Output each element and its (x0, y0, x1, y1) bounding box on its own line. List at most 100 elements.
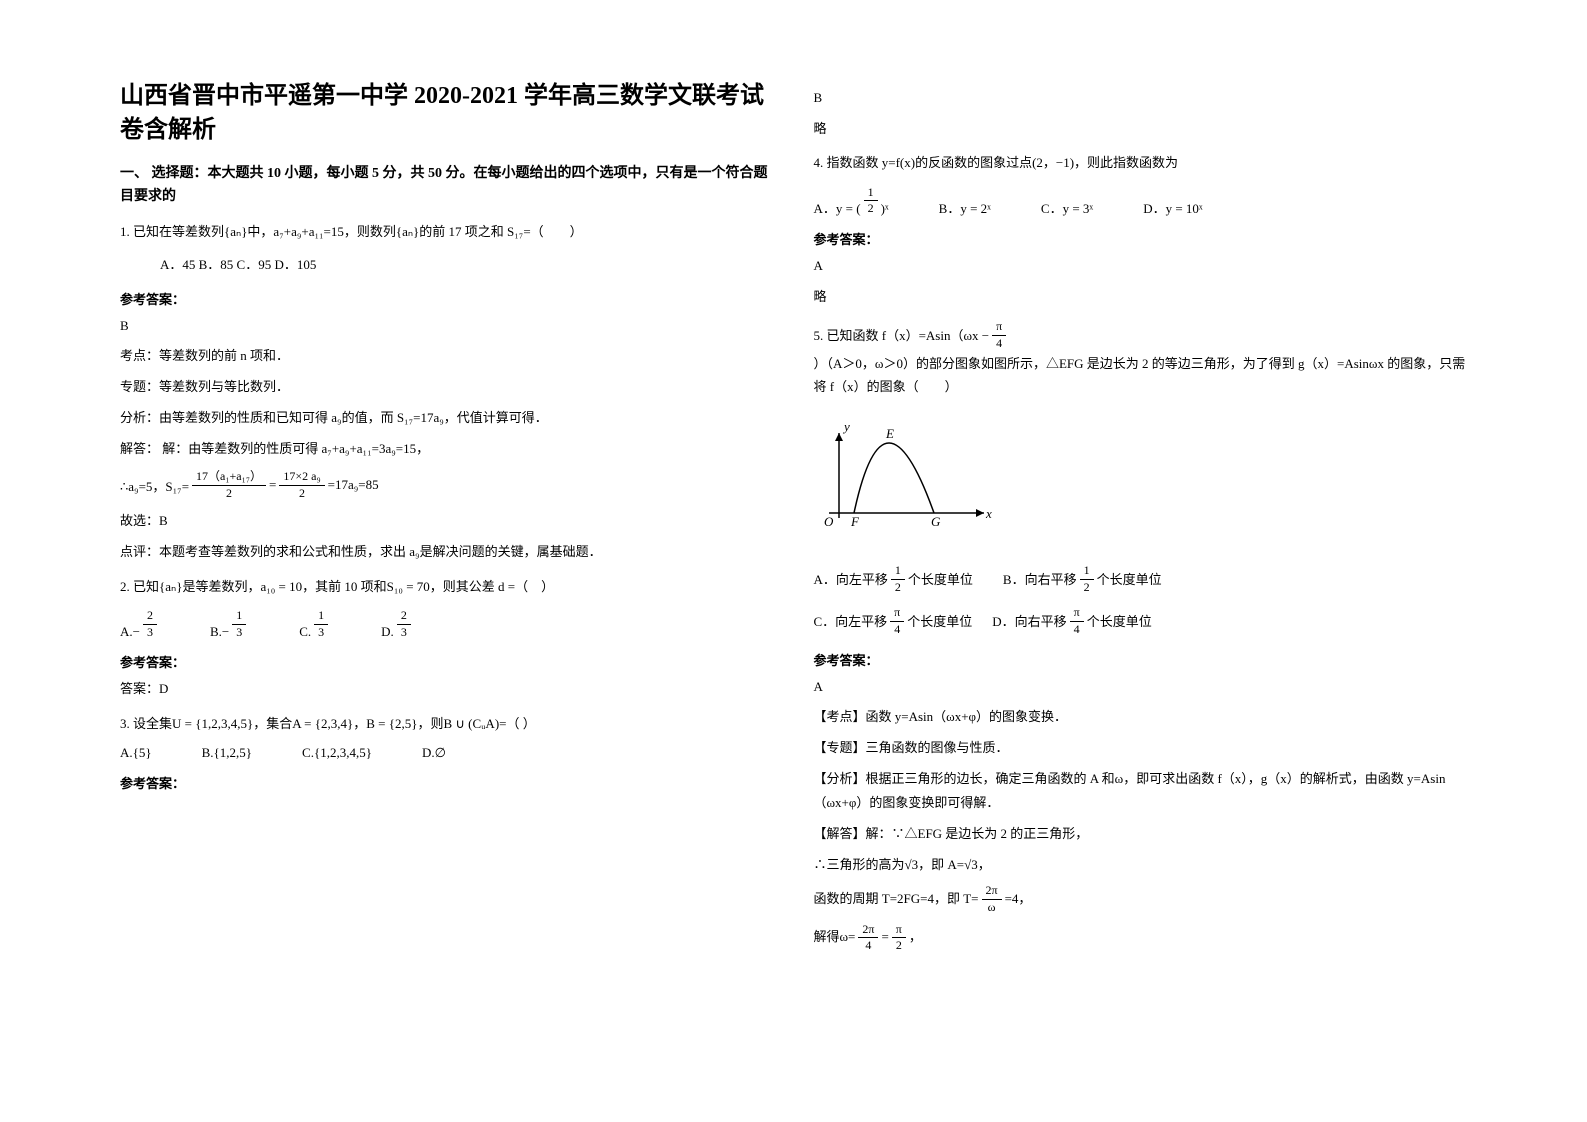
q1-fenxi: 分析：由等差数列的性质和已知可得 a₉的值，而 S₁₇=17a₉，代值计算可得． (120, 406, 774, 431)
q2-optB-label: B. (210, 624, 222, 640)
q2-answer: 答案：D (120, 677, 774, 702)
q4-optB-val: y = 2ˣ (960, 201, 991, 217)
q5-l2-suffix: ， (978, 853, 991, 878)
G-label: G (931, 514, 941, 529)
q4-options: A． y = ( 12 )ˣ B．y = 2ˣ C．y = 3ˣ D．y = 1… (814, 185, 1468, 217)
q3-optB-val: {1,2,5} (214, 745, 252, 761)
q2-optD-num: 2 (397, 608, 411, 625)
q3-options: A.{5} B.{1,2,5} C.{1,2,3,4,5} D.∅ (120, 745, 774, 761)
q5-optC-suffix: 个长度单位 (907, 610, 972, 633)
q5-l2-prefix: ∴三角形的高为 (814, 853, 905, 878)
q3-optA: A.{5} (120, 745, 152, 761)
q5-l3-suffix: =4， (1005, 887, 1032, 912)
q2-stem-mid2: ，其前 10 项和 (302, 575, 387, 598)
q5-l3-num: 2π (982, 883, 1002, 900)
q5-jieda-line3: 函数的周期 T=2FG=4，即 T= 2πω =4， (814, 883, 1468, 915)
q1-kaodian: 考点：等差数列的前 n 项和． (120, 344, 774, 369)
q3-optC-val: {1,2,3,4,5} (314, 745, 372, 761)
q2-optB-den: 3 (232, 625, 246, 641)
q2-optA-sign: − (133, 624, 140, 640)
q5-optA-num: 1 (891, 563, 905, 580)
q3-optD-label: D. (422, 745, 435, 761)
q4-optC-val: y = 3ˣ (1063, 201, 1094, 217)
q5-l3-prefix: 函数的周期 T=2FG=4，即 T= (814, 887, 979, 912)
q5-optCD: C．向左平移 π4 个长度单位 D．向右平移 π4 个长度单位 (814, 605, 1468, 637)
q1-kaodian-label: 考点： (120, 348, 159, 363)
q2-optD: D. 23 (381, 608, 414, 640)
q3-optB: B.{1,2,5} (202, 745, 252, 761)
q2-optA-num: 2 (143, 608, 157, 625)
q1-formula-prefix: ∴a₉=5，S₁₇= (120, 476, 189, 495)
q4-optA-lhs: y = ( (836, 201, 861, 217)
q3-lue: 略 (814, 117, 1468, 142)
q3-mid2: ， (353, 712, 366, 735)
q3-setB: B = {2,5} (366, 712, 417, 735)
q2-stem-prefix: 2. 已知 (120, 575, 159, 598)
q2-options: A. − 23 B. − 13 C. 13 D. 23 (120, 608, 774, 640)
q2-optA-den: 3 (143, 625, 157, 641)
q1-zhuanti: 专题：等差数列与等比数列． (120, 375, 774, 400)
q3-mid3: ，则 (417, 712, 443, 735)
q1-formula-eq: = (269, 477, 276, 493)
q5-optD-prefix: D．向右平移 (992, 610, 1066, 633)
O-label: O (824, 514, 834, 529)
left-column: 山西省晋中市平遥第一中学 2020-2021 学年高三数学文联考试卷含解析 一、… (100, 80, 794, 1082)
q3-mid1: ，集合 (253, 712, 292, 735)
q1-jieda: 解答： 解：由等差数列的性质可得 a₇+a₉+a₁₁=3a₉=15， (120, 437, 774, 462)
q1-zhuanti-label: 专题： (120, 379, 159, 394)
q5-l2-sqrt: √3 (905, 853, 919, 878)
q5-optD-suffix: 个长度单位 (1087, 610, 1152, 633)
q2-optB-num: 1 (232, 608, 246, 625)
q4-optA-den: 2 (864, 201, 878, 217)
q5-optD-num: π (1070, 605, 1084, 622)
q3-answer-label: 参考答案： (120, 773, 774, 792)
q1-answer: B (120, 314, 774, 339)
q1-fenxi-label: 分析： (120, 410, 159, 425)
q1-formula-suffix: =17a₉=85 (328, 477, 379, 493)
right-column: B 略 4. 指数函数 y=f(x)的反函数的图象过点(2，−1)，则此指数函数… (794, 80, 1488, 1082)
x-arrow-icon (976, 509, 984, 517)
curve (854, 443, 934, 513)
q5-optB-suffix: 个长度单位 (1097, 568, 1162, 591)
q1-frac2-num: 17×2 a₉ (279, 469, 324, 486)
q2-stem: 2. 已知 {aₙ} 是等差数列， a₁₀ = 10 ，其前 10 项和 S₁₀… (120, 575, 774, 598)
q1-guxuan: 故选：B (120, 509, 774, 534)
q4-lue: 略 (814, 285, 1468, 310)
q2-optD-den: 3 (397, 625, 411, 641)
q1-stem: 1. 已知在等差数列{aₙ}中，a₇+a₉+a₁₁=15，则数列{aₙ}的前 1… (120, 220, 774, 243)
q3-optA-label: A. (120, 745, 133, 761)
q2-optC-label: C. (299, 624, 311, 640)
q5-l2-sqrt2: √3 (964, 853, 978, 878)
q2-optD-label: D. (381, 624, 394, 640)
exam-title: 山西省晋中市平遥第一中学 2020-2021 学年高三数学文联考试卷含解析 (120, 80, 774, 147)
q3-optD-val: ∅ (435, 745, 446, 761)
q5-stem-suffix: ）（A＞0，ω＞0）的部分图象如图所示，△EFG 是边长为 2 的等边三角形，为… (814, 352, 1468, 399)
q5-optB-prefix: B．向右平移 (1003, 568, 1077, 591)
q5-optA-den: 2 (891, 580, 905, 596)
q1-dianping-label: 点评： (120, 544, 159, 559)
y-label: y (842, 423, 850, 434)
q1-jieda-intro: 解：由等差数列的性质可得 a₇+a₉+a₁₁=3a₉=15， (162, 441, 429, 456)
q2-stem-set: {aₙ} (159, 575, 182, 598)
q5-l4-den1: 4 (861, 938, 875, 954)
q3-optA-val: {5} (133, 745, 152, 761)
q5-answer: A (814, 675, 1468, 700)
q4-optC: C．y = 3ˣ (1041, 198, 1093, 217)
q1-dianping: 点评：本题考查等差数列的求和公式和性质，求出 a₉是解决问题的关键，属基础题． (120, 540, 774, 565)
q4-optA-rhs: )ˣ (881, 201, 889, 217)
q3-answer: B (814, 86, 1468, 111)
q4-answer: A (814, 254, 1468, 279)
q1-options: A．45 B．85 C．95 D．105 (160, 253, 774, 276)
q3-stem: 3. 设全集 U = {1,2,3,4,5} ，集合 A = {2,3,4} ，… (120, 712, 774, 735)
q3-optC-label: C. (302, 745, 314, 761)
q5-jieda-line4: 解得ω= 2π4 = π2 ， (814, 922, 1468, 954)
q3-expr: B ∪ (CᵤA) (443, 712, 499, 735)
q2-optC: C. 13 (299, 608, 331, 640)
q2-optA-label: A. (120, 624, 133, 640)
q3-setA: A = {2,3,4} (292, 712, 353, 735)
q2-stem-mid1: 是等差数列， (182, 575, 260, 598)
q4-optA-label: A． (814, 198, 836, 217)
q5-optC-num: π (890, 605, 904, 622)
q2-optC-den: 3 (314, 625, 328, 641)
q4-optB: B．y = 2ˣ (939, 198, 991, 217)
